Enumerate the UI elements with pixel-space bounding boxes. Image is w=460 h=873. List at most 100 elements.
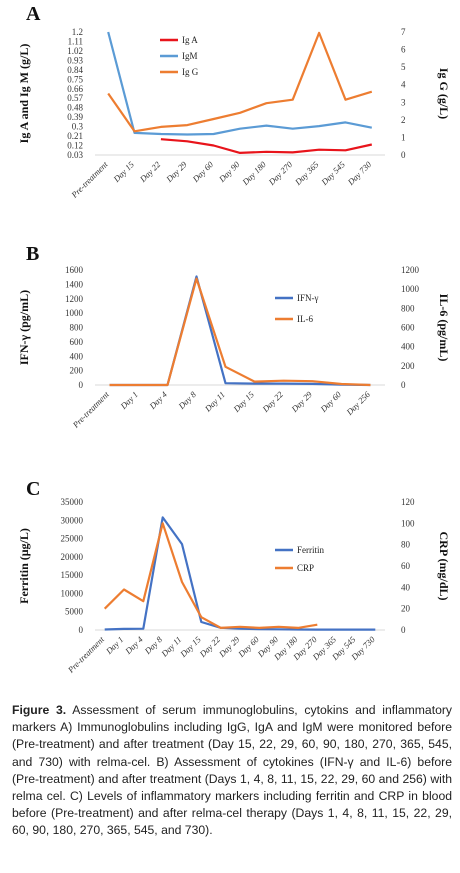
series-line: [107, 31, 373, 133]
series-line: [109, 275, 371, 387]
y-tick-label: 0.3: [72, 122, 84, 132]
x-tick-label: Day 270: [266, 159, 295, 188]
y2-tick-label: 600: [401, 323, 415, 333]
y2-tick-label: 4: [401, 80, 406, 90]
x-tick-label: Day 22: [137, 159, 163, 185]
legend-label: IL-6: [297, 314, 313, 324]
x-tick-label: Day 545: [319, 159, 347, 187]
y-axis-title: Ig A and Ig M (g/L): [17, 44, 31, 144]
y2-tick-label: 7: [401, 27, 406, 37]
chart-c: C 0 5000 10000 15000 20000 25000 30000 35000 0 20 4…: [17, 478, 451, 675]
y2-tick-label: 20: [401, 604, 411, 614]
x-tick-label: Pre-treatment: [65, 634, 106, 675]
y2-tick-label: 1000: [401, 284, 420, 294]
y-tick-label: 1.11: [68, 36, 83, 46]
y-tick-label: 0.12: [67, 141, 83, 151]
y-tick-label: 0: [79, 380, 84, 390]
legend-label: Ig A: [182, 35, 198, 45]
y2-tick-label: 80: [401, 540, 411, 550]
x-tick-label: Day 22: [197, 634, 223, 660]
y-tick-label: 35000: [61, 497, 84, 507]
y-tick-label: 0.48: [67, 103, 83, 113]
y-tick-label: 1000: [65, 308, 84, 318]
y2-axis-title: IL-6 (pg/mL): [437, 294, 451, 362]
y2-tick-label: 5: [401, 62, 406, 72]
chart-a: A 0.030.120.210.30.390.480.570.660.750.84…: [17, 3, 451, 200]
y-axis-title: Ferritin (μg/L): [17, 528, 31, 604]
chart-b: B 0 200 400 600 800 1000 1200 1400 1600 0 200 400 600…: [17, 243, 451, 430]
y-tick-label: 800: [70, 323, 84, 333]
x-tick-label: Day 8: [176, 389, 199, 412]
series-line: [160, 138, 373, 154]
series-line: [104, 516, 376, 631]
y2-tick-label: 2: [401, 115, 406, 125]
y-tick-label: 1.2: [72, 27, 83, 37]
y-tick-label: 0.57: [67, 93, 83, 103]
legend-label: Ferritin: [297, 545, 324, 555]
y-tick-label: 0.21: [67, 131, 83, 141]
legend-label: IgM: [182, 51, 198, 61]
y2-tick-label: 120: [401, 497, 415, 507]
x-tick-label: Day 256: [344, 389, 373, 418]
y-tick-label: 0.75: [67, 74, 83, 84]
y2-tick-label: 1200: [401, 265, 420, 275]
x-tick-label: Pre-treatment: [69, 159, 110, 200]
x-tick-label: Day 730: [345, 159, 374, 188]
y2-tick-label: 1: [401, 132, 406, 142]
x-tick-label: Day 60: [318, 389, 344, 415]
series-line: [103, 522, 318, 629]
x-tick-label: Day 29: [163, 159, 189, 185]
y2-tick-label: 6: [401, 45, 406, 55]
x-tick-label: Day 22: [260, 389, 286, 415]
y2-tick-label: 40: [401, 582, 411, 592]
y-tick-label: 5000: [65, 607, 84, 617]
x-tick-label: Day 4: [122, 634, 145, 657]
legend-label: CRP: [297, 563, 314, 573]
x-tick-label: Day 11: [202, 389, 227, 414]
panel-letter: A: [26, 3, 41, 25]
x-tick-label: Day 15: [231, 389, 256, 414]
x-tick-label: Day 60: [235, 634, 261, 660]
y2-axis-title: CRP (mg/dL): [437, 532, 451, 601]
y-tick-label: 1400: [65, 279, 84, 289]
x-tick-label: Day 60: [190, 159, 216, 185]
y2-tick-label: 400: [401, 342, 415, 352]
y-tick-label: 1.02: [67, 46, 83, 56]
caption-label: Figure 3.: [12, 703, 67, 717]
y-tick-label: 0.93: [67, 55, 83, 65]
figure-caption: Figure 3. Assessment of serum immunoglob…: [12, 702, 452, 840]
y-tick-label: 15000: [61, 570, 84, 580]
y2-tick-label: 0: [401, 150, 406, 160]
x-tick-label: Day 29: [289, 389, 315, 415]
legend-label: Ig G: [182, 67, 199, 77]
y-tick-label: 0.03: [67, 150, 83, 160]
y-tick-label: 200: [70, 366, 84, 376]
x-tick-label: Day 15: [111, 159, 136, 184]
y-tick-label: 0.84: [67, 65, 83, 75]
y2-tick-label: 800: [401, 303, 415, 313]
x-tick-label: Day 90: [216, 159, 242, 185]
x-tick-label: Day 180: [239, 159, 268, 188]
y2-tick-label: 200: [401, 361, 415, 371]
y-tick-label: 30000: [61, 515, 84, 525]
series-line: [109, 277, 371, 387]
x-tick-label: Day 29: [216, 634, 242, 660]
panel-letter: C: [26, 478, 40, 500]
series-line: [107, 31, 373, 136]
x-tick-label: Pre-treatment: [70, 389, 111, 430]
x-tick-label: Day 1: [118, 389, 140, 411]
y2-tick-label: 0: [401, 380, 406, 390]
y-tick-label: 0.39: [67, 112, 83, 122]
x-tick-label: Day 1: [103, 634, 125, 656]
y2-tick-label: 0: [401, 625, 406, 635]
y2-tick-label: 100: [401, 518, 415, 528]
y-tick-label: 1200: [65, 294, 84, 304]
y-axis-title: IFN-γ (pg/mL): [17, 290, 31, 365]
caption-text: Assessment of serum immunoglobulins, cyt…: [12, 703, 453, 838]
y2-tick-label: 60: [401, 561, 411, 571]
y-tick-label: 600: [70, 337, 84, 347]
y-tick-label: 25000: [61, 534, 84, 544]
x-tick-label: Day 4: [147, 389, 170, 412]
y-tick-label: 1600: [65, 265, 84, 275]
panel-letter: B: [26, 243, 39, 265]
